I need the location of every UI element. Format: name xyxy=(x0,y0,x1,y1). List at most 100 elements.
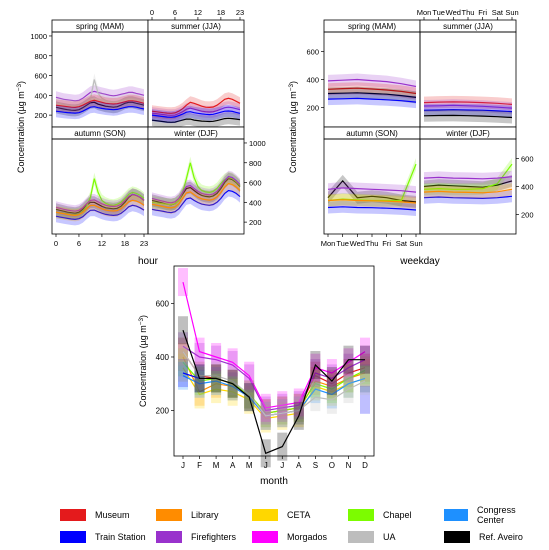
series-line-firefighters xyxy=(151,175,241,204)
panel-title: winter (DJF) xyxy=(173,129,218,138)
x-tick-label: Mon xyxy=(321,239,336,248)
panel-title: autumn (SON) xyxy=(74,129,126,138)
y-tick-label: 600 xyxy=(156,299,170,308)
legend-label: Chapel xyxy=(383,510,412,520)
x-tick-label: 23 xyxy=(140,239,148,248)
x-tick-label: J xyxy=(280,461,284,470)
series-line-library xyxy=(55,199,145,217)
series-line-museum xyxy=(423,101,513,105)
x-tick-label: 12 xyxy=(194,8,202,17)
legend-item-ref-aveiro: Ref. Aveiro xyxy=(444,530,523,544)
y-tick-label: 400 xyxy=(34,91,47,100)
legend-label: Congress Center xyxy=(477,505,516,525)
panel-title: spring (MAM) xyxy=(76,22,124,31)
legend-label: UA xyxy=(383,532,396,542)
series-band-ref-aveiro xyxy=(424,109,512,124)
series-line-firefighters xyxy=(151,106,241,116)
legend-label: Firefighters xyxy=(191,532,237,542)
series-line-firefighters xyxy=(55,90,145,102)
legend-label: Morgados xyxy=(287,532,328,542)
y-tick-label: 200 xyxy=(34,111,47,120)
series-line-library xyxy=(151,182,241,209)
panel-spring-mam: spring (MAM) xyxy=(323,19,421,128)
x-tick-label: 18 xyxy=(121,239,129,248)
month-box-morgados xyxy=(178,268,188,297)
x-tick-label: J xyxy=(264,461,268,470)
legend-item-museum: Museum xyxy=(60,508,130,522)
x-tick-label: F xyxy=(197,461,202,470)
x-tick-label: 12 xyxy=(98,239,106,248)
series-band-train-station xyxy=(424,190,512,205)
panel-title: summer (JJA) xyxy=(443,22,493,31)
series-line-museum xyxy=(151,97,241,114)
series-band-ref-aveiro xyxy=(328,86,416,104)
y-tick-label: 800 xyxy=(34,52,47,61)
weekday-chart: spring (MAM) summer (JJA) autumn (SON) wint… xyxy=(288,8,534,267)
series-band-ref-aveiro xyxy=(56,188,144,220)
legend-item-ceta: CETA xyxy=(252,508,310,522)
legend-swatch xyxy=(444,509,469,521)
panel-autumn-son: autumn (SON) xyxy=(323,126,421,235)
x-tick-label: Wed xyxy=(350,239,365,248)
series-band-library xyxy=(424,183,512,199)
y-tick-label: 200 xyxy=(521,210,534,219)
y-tick-label: 600 xyxy=(249,179,262,188)
month-box-museum xyxy=(360,353,370,382)
x-tick-label: Thu xyxy=(462,8,475,17)
panel-summer-jja: summer (JJA) xyxy=(147,19,245,129)
x-tick-label: 23 xyxy=(236,8,244,17)
month-box-ceta xyxy=(178,353,188,382)
series-line-ua xyxy=(55,79,145,107)
series-line-library xyxy=(423,188,513,194)
y-axis-label: Concentration (µg m−3) xyxy=(138,315,149,407)
series-line-train-station xyxy=(55,106,145,114)
series-line-ceta xyxy=(182,367,366,420)
series-line-ref-aveiro xyxy=(55,193,145,214)
x-tick-label: Tue xyxy=(336,239,349,248)
series-band-chapel xyxy=(328,158,416,207)
series-band-train-station xyxy=(424,103,512,118)
x-tick-label: O xyxy=(329,461,335,470)
series-band-train-station xyxy=(152,105,240,124)
x-tick-label: Mon xyxy=(417,8,432,17)
series-line-train-station xyxy=(151,110,241,118)
legend-item-library: Library xyxy=(156,508,219,522)
series-line-ref-aveiro xyxy=(423,180,513,188)
series-line-morgados xyxy=(182,281,366,409)
panel-winter-djf: winter (DJF) xyxy=(147,126,245,235)
month-box-congress-center xyxy=(360,364,370,393)
series-band-chapel xyxy=(152,156,240,211)
series-line-train-station xyxy=(151,189,241,214)
y-tick-label: 400 xyxy=(156,353,170,362)
legend-swatch xyxy=(444,531,470,543)
legend-swatch xyxy=(252,509,278,521)
series-line-ref-aveiro xyxy=(423,114,513,119)
series-line-ref-aveiro xyxy=(151,117,241,123)
series-line-train-station xyxy=(327,97,417,103)
month-panel-frame xyxy=(173,265,375,457)
panel-summer-jja: summer (JJA) xyxy=(419,19,517,128)
month-box-train-station xyxy=(360,385,370,414)
x-tick-label: 0 xyxy=(150,8,154,17)
legend-swatch xyxy=(348,509,374,521)
legend-swatch xyxy=(156,509,182,521)
y-tick-label: 1000 xyxy=(249,139,266,148)
month-box-library xyxy=(178,342,188,371)
x-axis-label: month xyxy=(260,476,288,487)
series-line-train-station xyxy=(327,206,417,211)
legend-swatch xyxy=(156,531,182,543)
panel-title: summer (JJA) xyxy=(171,22,221,31)
x-tick-label: A xyxy=(296,461,302,470)
y-tick-label: 400 xyxy=(306,76,319,85)
y-axis-label: Concentration (µg m−3) xyxy=(288,81,299,173)
legend-label: Library xyxy=(191,510,219,520)
series-line-museum xyxy=(327,87,417,95)
series-band-museum xyxy=(56,94,144,114)
legend-label: Museum xyxy=(95,510,130,520)
series-line-chapel xyxy=(55,178,145,216)
y-tick-label: 600 xyxy=(521,155,534,164)
y-tick-label: 200 xyxy=(249,218,262,227)
x-tick-label: Sun xyxy=(409,239,422,248)
hour-chart: spring (MAM) summer (JJA) autumn (SON) wint… xyxy=(16,8,266,267)
